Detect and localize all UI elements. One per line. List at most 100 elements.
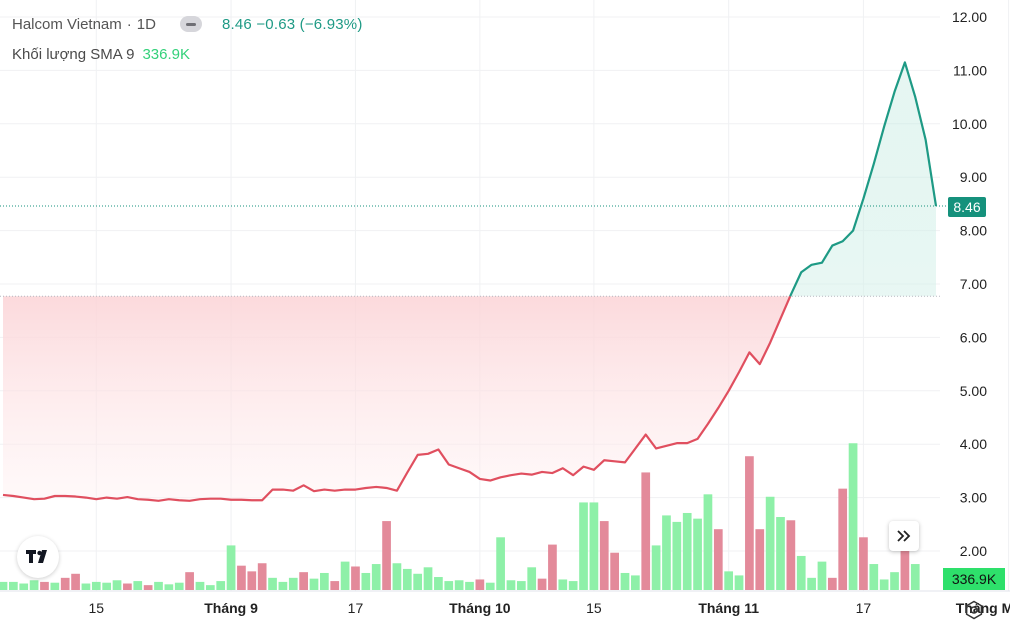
- volume-bar: [527, 567, 537, 590]
- x-tick-label: 17: [348, 600, 364, 616]
- volume-bar: [662, 515, 671, 590]
- volume-bar: [340, 561, 350, 590]
- volume-bars: [0, 443, 920, 590]
- volume-indicator-label[interactable]: Khối lượng SMA 9: [12, 45, 135, 63]
- y-tick-label: 6.00: [960, 329, 987, 345]
- down-area-fill: [3, 296, 791, 501]
- legend-separator: ·: [126, 15, 132, 33]
- volume-bar: [278, 581, 288, 590]
- volume-bar: [682, 512, 692, 590]
- volume-bar: [776, 517, 785, 590]
- volume-bar: [890, 572, 899, 590]
- scroll-to-realtime-button[interactable]: [889, 521, 919, 551]
- volume-bar: [205, 585, 215, 590]
- volume-bar: [465, 581, 474, 590]
- volume-bar: [60, 577, 70, 590]
- volume-bar: [641, 472, 651, 590]
- chevron-double-right-icon: [897, 530, 911, 542]
- volume-bar: [651, 545, 661, 590]
- volume-bar: [195, 581, 205, 590]
- volume-bar: [838, 488, 848, 590]
- volume-bar: [164, 584, 174, 590]
- chart-settings-button[interactable]: [962, 598, 986, 622]
- volume-bar: [568, 581, 578, 590]
- y-tick-label: 2.00: [960, 543, 987, 559]
- y-tick-label: 10.00: [952, 116, 987, 132]
- volume-bar: [589, 502, 599, 590]
- volume-bar: [361, 572, 371, 590]
- volume-bar: [900, 529, 910, 590]
- price-line: [2, 61, 938, 502]
- volume-bar: [444, 581, 454, 590]
- volume-bar: [123, 583, 132, 590]
- volume-bar: [402, 568, 412, 590]
- volume-indicator-value: 336.9K: [142, 45, 190, 63]
- interval-label[interactable]: 1D: [136, 15, 156, 33]
- volume-bar: [9, 581, 18, 590]
- y-tick-label: 8.00: [960, 223, 987, 239]
- legend-main-row: Halcom Vietnam · 1D 8.46 −0.63 (−6.93%): [12, 14, 363, 34]
- volume-bar: [81, 583, 91, 590]
- volume-bar: [351, 566, 360, 590]
- volume-bar: [257, 563, 267, 590]
- volume-bar: [516, 581, 526, 590]
- volume-bar: [154, 581, 163, 590]
- volume-bar: [672, 521, 682, 590]
- volume-bar: [226, 545, 236, 590]
- volume-bar: [413, 573, 423, 590]
- y-tick-label: 3.00: [960, 490, 987, 506]
- volume-bar: [879, 579, 889, 590]
- volume-bar: [693, 518, 702, 590]
- volume-bar: [745, 456, 754, 590]
- volume-bar: [485, 582, 495, 590]
- tradingview-logo-glyph: [26, 550, 47, 563]
- y-tick-label: 11.00: [953, 62, 987, 78]
- volume-bar: [320, 572, 329, 590]
- volume-bar: [247, 571, 257, 590]
- volume-bar: [786, 520, 796, 590]
- volume-bar: [724, 571, 734, 590]
- axes: 2.00 3.00 4.00 5.00 6.00 7.00 8.00 9.00 10.00 11.…: [0, 9, 1010, 616]
- legend-collapse-toggle[interactable]: [179, 16, 202, 32]
- volume-bar: [620, 572, 630, 590]
- volume-bar: [599, 521, 609, 590]
- volume-bar: [631, 575, 640, 590]
- volume-bar: [755, 529, 765, 590]
- volume-bar: [102, 582, 112, 590]
- quote-values: 8.46 −0.63 (−6.93%): [221, 15, 363, 33]
- volume-bar: [371, 564, 381, 590]
- volume-bar: [133, 581, 143, 590]
- volume-bar: [237, 565, 246, 590]
- x-tick-label: Tháng 9: [204, 600, 258, 616]
- volume-bar: [0, 581, 8, 590]
- y-tick-label: 12.00: [952, 9, 987, 25]
- volume-bar: [579, 502, 588, 590]
- volume-bar: [558, 579, 568, 590]
- y-tick-label: 5.00: [960, 383, 987, 399]
- volume-value-badge: 336.9K: [943, 568, 1005, 590]
- volume-bar: [268, 577, 277, 590]
- symbol-title[interactable]: Halcom Vietnam: [12, 15, 122, 33]
- volume-bar: [765, 496, 775, 590]
- volume-bar: [382, 521, 391, 590]
- volume-bar: [392, 563, 402, 590]
- volume-bar: [71, 573, 80, 590]
- volume-bar: [40, 581, 49, 590]
- price-line-below-baseline: [2, 295, 792, 502]
- current-price-label: 8.46: [948, 197, 986, 217]
- volume-bar: [869, 564, 879, 590]
- volume-bar: [174, 582, 184, 590]
- volume-bar: [309, 578, 319, 590]
- volume-bar: [807, 577, 816, 590]
- tradingview-logo-icon[interactable]: [17, 536, 59, 578]
- volume-bar: [330, 581, 340, 590]
- price-line-above-baseline: [789, 61, 938, 297]
- volume-bar: [29, 580, 39, 590]
- legend: Halcom Vietnam · 1D 8.46 −0.63 (−6.93%) …: [12, 14, 363, 74]
- x-tick-label: Tháng 10: [449, 600, 511, 616]
- y-tick-label: 9.00: [960, 169, 987, 185]
- volume-bar: [537, 578, 547, 590]
- volume-bar: [423, 567, 433, 590]
- volume-bar: [910, 564, 920, 590]
